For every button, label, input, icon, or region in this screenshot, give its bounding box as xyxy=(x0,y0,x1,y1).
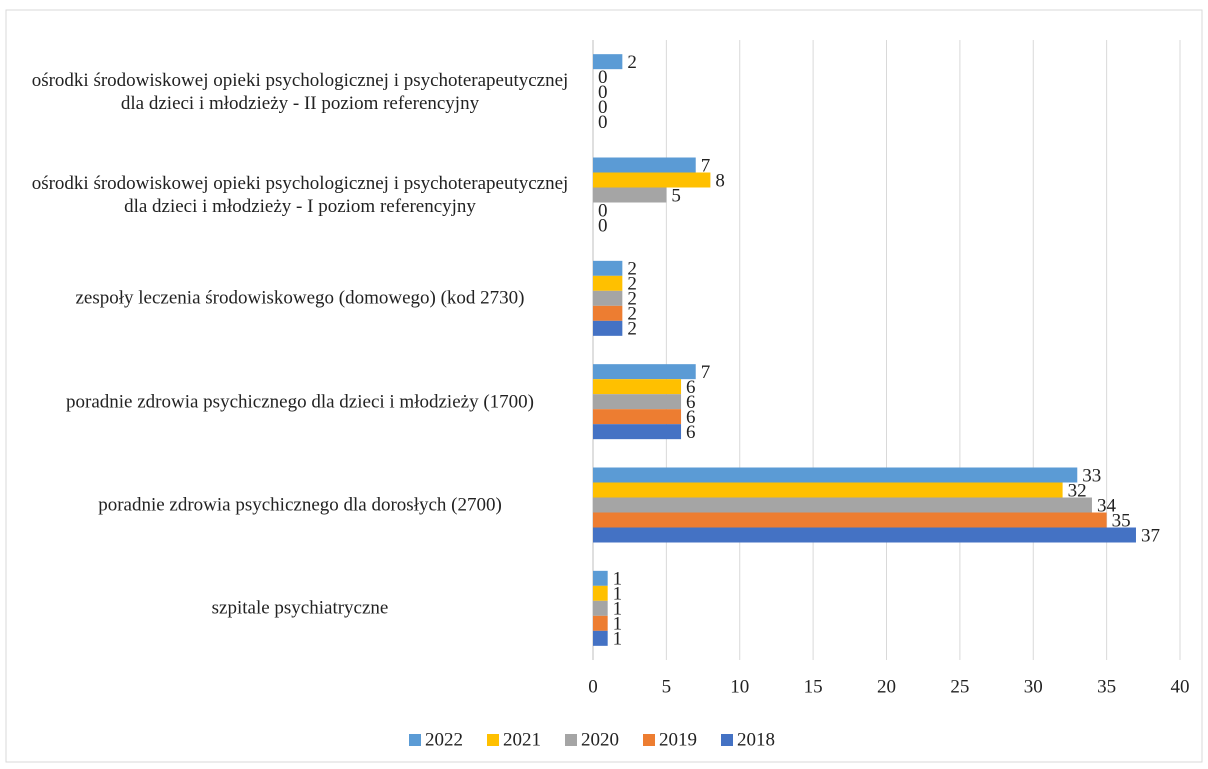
data-label: 1 xyxy=(613,614,623,635)
data-label: 6 xyxy=(686,392,696,413)
x-tick-label: 0 xyxy=(588,676,598,697)
bar xyxy=(593,424,682,440)
data-label: 0 xyxy=(598,200,608,221)
bar xyxy=(593,305,623,321)
bar xyxy=(593,615,608,631)
data-label: 0 xyxy=(598,112,608,133)
bar xyxy=(593,260,623,276)
bar xyxy=(593,187,667,203)
legend-swatch xyxy=(721,734,733,746)
data-label: 34 xyxy=(1097,495,1117,516)
bar xyxy=(593,409,682,425)
data-label: 1 xyxy=(613,599,623,620)
data-label: 1 xyxy=(613,569,623,590)
bar xyxy=(593,585,608,601)
bar xyxy=(593,275,623,291)
data-label: 33 xyxy=(1082,465,1101,486)
bar xyxy=(593,320,623,336)
x-tick-label: 15 xyxy=(804,676,823,697)
bar xyxy=(593,600,608,616)
x-tick-label: 10 xyxy=(730,676,749,697)
x-tick-label: 20 xyxy=(877,676,896,697)
legend-swatch xyxy=(487,734,499,746)
bar xyxy=(593,482,1063,498)
data-label: 6 xyxy=(686,422,696,443)
data-label: 1 xyxy=(613,584,623,605)
x-tick-label: 25 xyxy=(950,676,969,697)
bar xyxy=(593,157,696,173)
data-label: 35 xyxy=(1112,510,1131,531)
data-label: 0 xyxy=(598,97,608,118)
bar xyxy=(593,467,1078,483)
data-label: 5 xyxy=(671,185,681,206)
data-label: 2 xyxy=(627,289,637,310)
data-label: 2 xyxy=(627,319,637,340)
category-label: ośrodki środowiskowej opieki psychologic… xyxy=(31,69,569,114)
legend-swatch xyxy=(643,734,655,746)
legend-swatch xyxy=(565,734,577,746)
x-tick-label: 35 xyxy=(1097,676,1116,697)
data-label: 8 xyxy=(715,170,725,191)
bar xyxy=(593,379,682,395)
legend-swatch xyxy=(409,734,421,746)
bar xyxy=(593,394,682,410)
bar xyxy=(593,54,623,70)
data-label: 32 xyxy=(1068,480,1087,501)
legend-label: 2021 xyxy=(503,729,541,750)
data-label: 1 xyxy=(613,629,623,650)
data-label: 2 xyxy=(627,274,637,295)
x-tick-label: 40 xyxy=(1171,676,1190,697)
data-label: 7 xyxy=(701,155,711,176)
bar xyxy=(593,497,1092,513)
bar xyxy=(593,630,608,646)
bar xyxy=(593,570,608,586)
category-label: poradnie zdrowia psychicznego dla dzieci… xyxy=(66,391,534,413)
bar xyxy=(593,512,1107,528)
x-tick-label: 30 xyxy=(1024,676,1043,697)
x-tick-label: 5 xyxy=(662,676,672,697)
data-label: 6 xyxy=(686,377,696,398)
data-label: 2 xyxy=(627,259,637,280)
bar xyxy=(593,290,623,306)
data-label: 7 xyxy=(701,362,711,383)
bar xyxy=(593,172,711,188)
data-label: 0 xyxy=(598,67,608,88)
legend-label: 2020 xyxy=(581,729,619,750)
bar xyxy=(593,364,696,380)
data-label: 0 xyxy=(598,82,608,103)
data-label: 2 xyxy=(627,52,637,73)
data-label: 37 xyxy=(1141,525,1160,546)
category-label: poradnie zdrowia psychicznego dla dorosł… xyxy=(98,494,502,516)
data-label: 2 xyxy=(627,304,637,325)
category-label: ośrodki środowiskowej opieki psychologic… xyxy=(31,173,569,217)
legend-label: 2022 xyxy=(425,729,463,750)
legend-label: 2018 xyxy=(737,729,775,750)
legend-label: 2019 xyxy=(659,729,697,750)
data-label: 0 xyxy=(598,215,608,236)
category-label: szpitale psychiatryczne xyxy=(211,597,389,619)
category-label: zespoły leczenia środowiskowego (domoweg… xyxy=(75,287,525,309)
data-label: 6 xyxy=(686,407,696,428)
bar xyxy=(593,527,1136,543)
